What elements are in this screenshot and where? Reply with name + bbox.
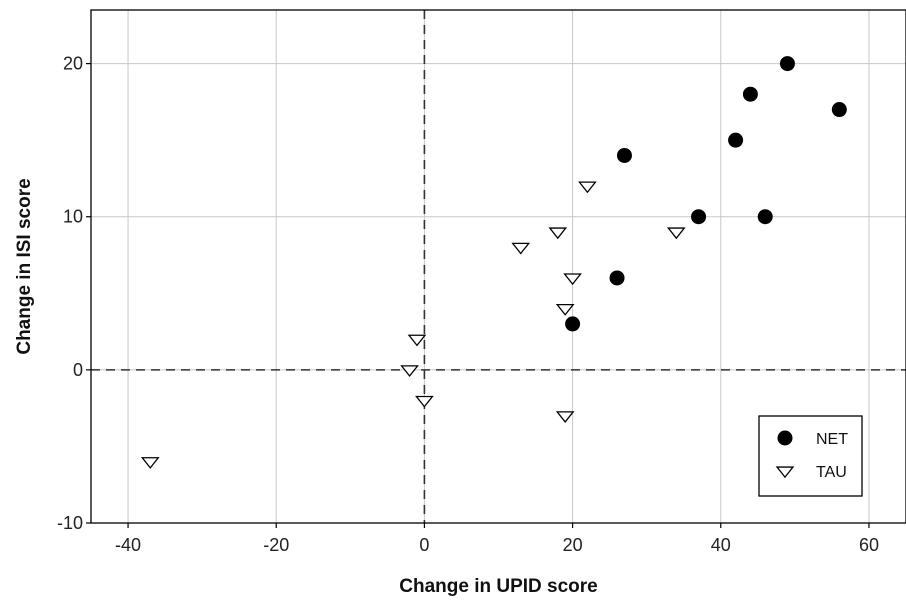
x-tick-label: 20 [563,535,583,555]
y-axis-title: Change in ISI score [14,178,35,354]
tau-point [578,181,597,194]
data-points [140,56,847,469]
x-tick-label: 40 [711,535,731,555]
y-tick-label: 10 [63,207,83,227]
net-point [831,102,847,118]
tau-point [563,273,582,286]
tau-point [407,334,427,347]
net-point [565,316,581,332]
tau-point [555,411,575,423]
reference-lines [91,10,906,523]
legend: NET TAU [758,415,863,497]
x-tick-label: -20 [263,535,289,555]
tau-point [511,242,531,255]
legend-net-marker [777,430,793,446]
legend-net-label: NET [816,431,848,448]
net-point [779,56,795,72]
net-point [757,209,773,225]
plot-frame [90,9,906,524]
net-point [691,209,707,225]
net-point [609,270,625,286]
tau-point [555,304,575,316]
net-point [742,86,758,102]
x-axis-ticks: -40 -20 0 20 40 60 [115,523,879,555]
tau-point [140,457,160,469]
x-axis-title: Change in UPID score [399,576,598,597]
y-tick-label: 20 [63,54,83,74]
net-point [616,147,632,163]
x-tick-label: 60 [859,535,879,555]
y-tick-label: -10 [57,513,83,533]
y-axis-ticks: -10 0 10 20 [57,54,91,533]
y-tick-label: 0 [73,360,83,380]
legend-tau-marker [775,466,795,479]
x-tick-label: -40 [115,535,141,555]
tau-point [666,227,686,240]
x-tick-label: 0 [419,535,429,555]
tau-point [400,365,419,378]
tau-point [548,227,568,240]
legend-box [758,415,863,497]
legend-tau-label: TAU [816,464,847,481]
net-point [728,132,744,148]
tau-point [415,395,434,408]
